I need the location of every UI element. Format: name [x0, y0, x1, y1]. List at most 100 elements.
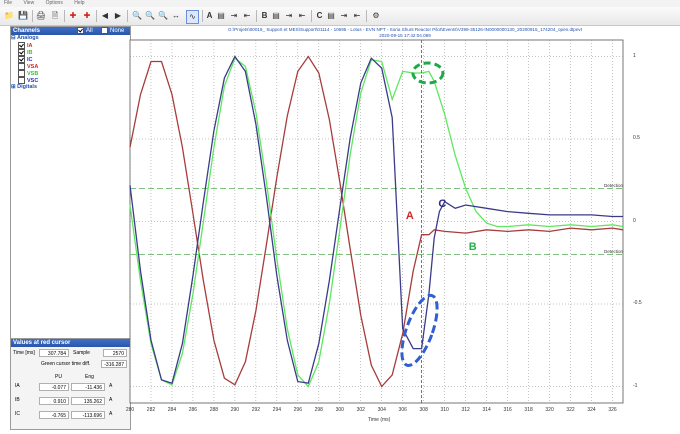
cursor-row-name: IA: [15, 383, 20, 389]
menu-options[interactable]: Options: [45, 0, 63, 6]
x-axis-label: Time (ms): [368, 417, 391, 423]
cursor-row-eng: -113.696: [71, 411, 105, 419]
zoom-x-icon[interactable]: ↔: [172, 11, 180, 20]
none-label: None: [110, 28, 125, 35]
series-line-ib: [129, 57, 624, 388]
menu-file[interactable]: File: [4, 0, 13, 6]
menu-view[interactable]: View: [23, 0, 35, 6]
channel-checkbox[interactable]: [18, 42, 25, 49]
zoom-out-icon[interactable]: 🔍: [145, 11, 155, 20]
y-tick-label: 1: [633, 52, 636, 59]
cursor-row-name: IB: [15, 397, 20, 403]
x-tick-label: 280: [125, 407, 135, 413]
all-checkbox[interactable]: [77, 27, 84, 34]
cursor-a-move-icon[interactable]: ⇥: [230, 11, 238, 20]
y-tick-label: -1: [633, 382, 638, 389]
all-toggle[interactable]: All: [77, 27, 93, 35]
channel-checkbox[interactable]: [18, 49, 25, 56]
analogs-group[interactable]: ⊟ Analogs: [11, 35, 130, 42]
open-icon[interactable]: 📁: [4, 11, 14, 20]
plot-area: [129, 39, 624, 404]
series-line-ic: [129, 55, 623, 385]
digitals-group[interactable]: ⊞ Digitals: [11, 84, 130, 91]
x-tick-label: 304: [377, 407, 386, 413]
channel-item[interactable]: IC: [11, 56, 130, 63]
time-label: Time [ms]: [13, 350, 35, 356]
cursor-c-center-icon[interactable]: ⇤: [353, 11, 361, 20]
time-value: 307.784: [39, 349, 69, 357]
analogs-label: Analogs: [16, 35, 39, 41]
print-preview-icon[interactable]: 🗎: [51, 11, 59, 20]
channel-checkbox[interactable]: [18, 63, 25, 70]
channel-label: IB: [27, 49, 33, 56]
channel-item[interactable]: VSA: [11, 63, 130, 70]
channel-checkbox[interactable]: [18, 56, 25, 63]
green-diff-value: -316.287: [101, 360, 127, 368]
x-tick-label: 310: [440, 407, 449, 413]
channel-item[interactable]: IA: [11, 42, 130, 49]
channel-item[interactable]: VSB: [11, 70, 130, 77]
cursor-values-panel: Values at red cursor Time [ms] 307.784 S…: [11, 338, 130, 429]
cursor-b-center-icon[interactable]: ⇤: [298, 11, 306, 20]
cursor-row-name: IC: [15, 411, 20, 417]
cursor-row-unit: A: [109, 383, 113, 389]
peak-highlight-ellipse: [411, 61, 445, 85]
arrow-right-icon[interactable]: ▶: [114, 11, 122, 20]
x-tick-label: 298: [314, 407, 323, 413]
x-tick-label: 322: [566, 407, 575, 413]
event-timestamp: 2020-09-15 17:42:04.089: [379, 33, 431, 38]
x-tick-label: 326: [608, 407, 617, 413]
cursor-a-center-icon[interactable]: ⇤: [243, 11, 251, 20]
cursor-c-move-icon[interactable]: ⇥: [340, 11, 348, 20]
y-tick-label: 0: [633, 217, 636, 224]
waveform-icon[interactable]: ∿: [186, 10, 199, 24]
phase-label-c: C: [438, 198, 447, 211]
digitals-label: Digitals: [17, 84, 38, 90]
sidebar: Channels All None ⊟ Analogs IA IB IC VSA VSB…: [10, 26, 131, 430]
col-pu: PU: [55, 374, 62, 380]
x-tick-label: 296: [293, 407, 302, 413]
channel-label: IC: [27, 56, 33, 63]
channel-checkbox[interactable]: [18, 77, 25, 84]
zoom-fit-icon[interactable]: 🔍: [158, 11, 168, 20]
cursor-b-place-icon[interactable]: ▤: [272, 11, 280, 20]
cursor-row-eng: -11.436: [71, 383, 105, 391]
none-checkbox[interactable]: [101, 27, 108, 34]
none-toggle[interactable]: None: [101, 27, 124, 35]
cursor-a-label: A: [206, 11, 213, 20]
plot-title: G:\Projets\00019_ Support et MES\Support…: [130, 27, 680, 39]
cursor-row-eng: 135.262: [71, 397, 105, 405]
series-line-ia: [129, 55, 624, 388]
print-icon[interactable]: 🖨: [35, 11, 47, 20]
move-channel-icon[interactable]: ✚: [83, 11, 91, 20]
cursor-c-place-icon[interactable]: ▤: [327, 11, 335, 20]
cursor-row-unit: A: [109, 397, 113, 403]
x-tick-label: 308: [419, 407, 428, 413]
settings-icon[interactable]: ⚙: [372, 11, 380, 20]
channels-title: Channels: [13, 28, 41, 34]
phase-label-b: B: [468, 241, 477, 254]
cursor-row-pu: 0.910: [39, 397, 69, 405]
all-label: All: [86, 28, 93, 35]
collapse-icon[interactable]: ⊟: [11, 35, 16, 41]
channel-checkbox[interactable]: [18, 70, 25, 77]
menu-help[interactable]: Help: [74, 0, 85, 6]
col-eng: Eng: [85, 374, 94, 380]
cursor-b-move-icon[interactable]: ⇥: [285, 11, 293, 20]
x-tick-label: 294: [272, 407, 282, 413]
x-tick-label: 282: [146, 407, 156, 413]
toolbar: 📁 💾 🖨 🗎 ✚ ✚ ◀ ▶ 🔍 🔍 🔍 ↔ ∿ A ▤ ⇥ ⇤ B ▤ ⇥ …: [0, 7, 680, 26]
cursor-c-label: C: [316, 11, 323, 20]
cursor-a-place-icon[interactable]: ▤: [217, 11, 225, 20]
expand-icon[interactable]: ⊞: [11, 84, 16, 90]
menu-bar: File View Options Help: [0, 0, 680, 7]
add-channel-icon[interactable]: ✚: [69, 11, 77, 20]
zoom-in-icon[interactable]: 🔍: [132, 11, 142, 20]
arrow-left-icon[interactable]: ◀: [101, 11, 109, 20]
channel-item[interactable]: IB: [11, 49, 130, 56]
x-tick-label: 302: [356, 407, 365, 413]
save-icon[interactable]: 💾: [18, 11, 28, 20]
channel-item[interactable]: VSC: [11, 77, 130, 84]
cursor-panel-title: Values at red cursor: [11, 339, 130, 347]
x-tick-label: 286: [188, 407, 198, 413]
